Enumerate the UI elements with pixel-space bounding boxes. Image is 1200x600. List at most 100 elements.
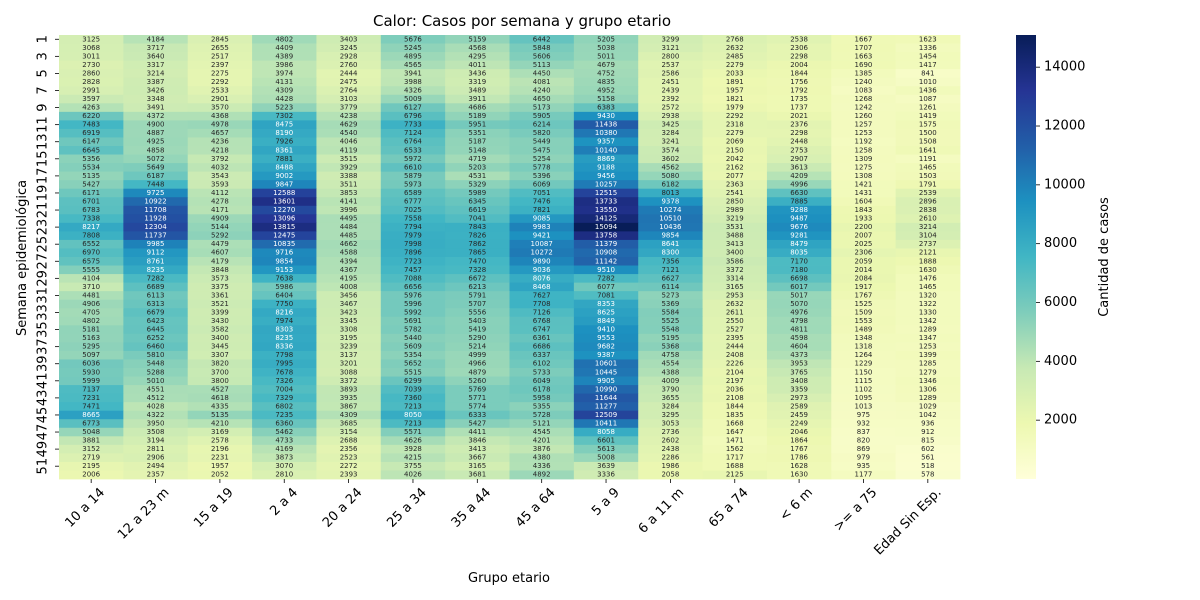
cell-value-label: 1087 xyxy=(919,95,937,103)
cell-value-label: 7821 xyxy=(533,206,551,214)
cell-value-label: 5010 xyxy=(147,377,165,385)
cell-value-label: 6575 xyxy=(82,257,100,265)
y-tick-label: 33 xyxy=(36,304,51,321)
heatmap-cell xyxy=(316,453,382,463)
y-tick-label: 29 xyxy=(36,270,51,287)
heatmap-cell xyxy=(316,239,382,249)
cell-value-label: 12475 xyxy=(273,232,295,240)
heatmap-cell xyxy=(380,385,446,395)
cell-value-label: 5017 xyxy=(790,291,808,299)
cell-value-label: 9854 xyxy=(275,257,293,265)
x-tick-label: < 6 m xyxy=(777,485,816,524)
heatmap-cell xyxy=(831,171,897,181)
cell-value-label: 5396 xyxy=(533,172,551,180)
cell-value-label: 4295 xyxy=(468,52,486,60)
heatmap-cell xyxy=(59,205,124,215)
heatmap-cell xyxy=(831,427,897,437)
cell-value-label: 1253 xyxy=(855,129,873,137)
cell-value-label: 7328 xyxy=(468,266,486,274)
heatmap-cell xyxy=(445,453,510,463)
cell-value-label: 1309 xyxy=(855,155,873,163)
heatmap-cell xyxy=(316,265,382,275)
cell-value-label: 1471 xyxy=(726,437,744,445)
cell-value-label: 4210 xyxy=(211,420,229,428)
heatmap-cell xyxy=(831,376,897,386)
cell-value-label: 837 xyxy=(857,428,870,436)
cell-value-label: 4887 xyxy=(147,129,165,137)
heatmap-cell xyxy=(380,461,446,471)
heatmap-cell xyxy=(766,86,832,96)
heatmap-cell xyxy=(445,205,510,215)
heatmap-cell xyxy=(831,248,897,258)
cell-value-label: 5009 xyxy=(404,95,422,103)
cell-value-label: 8035 xyxy=(790,249,808,257)
heatmap-cell xyxy=(316,231,382,241)
cell-value-label: 5354 xyxy=(404,351,422,359)
cell-value-label: 3408 xyxy=(790,377,808,385)
cell-value-label: 6610 xyxy=(404,163,422,171)
cell-value-label: 3314 xyxy=(726,274,744,282)
cell-value-label: 3423 xyxy=(340,309,358,317)
cell-value-label: 1737 xyxy=(790,104,808,112)
heatmap-cell xyxy=(316,60,382,70)
cell-value-label: 4999 xyxy=(468,351,486,359)
cell-value-label: 4906 xyxy=(82,300,100,308)
heatmap-cell xyxy=(831,299,897,309)
heatmap-cell xyxy=(573,35,639,44)
cell-value-label: 2444 xyxy=(340,69,358,77)
cell-value-label: 1465 xyxy=(919,163,937,171)
heatmap-cell xyxy=(573,436,639,446)
heatmap-cell xyxy=(766,410,832,420)
cell-value-label: 5097 xyxy=(82,351,100,359)
cell-value-label: 3152 xyxy=(82,445,100,453)
heatmap-cell xyxy=(123,453,189,463)
cell-value-label: 4895 xyxy=(404,52,422,60)
cell-value-label: 3104 xyxy=(919,232,937,240)
cell-value-label: 5419 xyxy=(468,326,486,334)
cell-value-label: 1917 xyxy=(855,283,873,291)
heatmap-cell xyxy=(252,60,317,70)
heatmap-cell xyxy=(59,325,124,335)
heatmap-cell xyxy=(895,77,961,87)
heatmap-cell xyxy=(509,342,575,352)
cell-value-label: 2800 xyxy=(661,52,679,60)
heatmap-cell xyxy=(895,274,961,284)
cell-value-label: 9036 xyxy=(533,266,551,274)
cell-value-label: 5159 xyxy=(468,35,486,43)
heatmap-cell xyxy=(380,376,446,386)
cell-value-label: 6423 xyxy=(147,317,165,325)
cell-value-label: 1229 xyxy=(855,360,873,368)
cell-value-label: 9725 xyxy=(147,189,165,197)
heatmap-cell xyxy=(380,393,446,403)
heatmap-cell xyxy=(59,69,124,79)
y-tick-label: 49 xyxy=(36,441,51,458)
cell-value-label: 4179 xyxy=(211,257,229,265)
cell-value-label: 3790 xyxy=(661,385,679,393)
cell-value-label: 2485 xyxy=(726,52,744,60)
heatmap-cell xyxy=(252,402,317,412)
cell-value-label: 3876 xyxy=(533,445,551,453)
heatmap-cell xyxy=(445,368,510,377)
cell-value-label: 6627 xyxy=(661,274,679,282)
heatmap-cell xyxy=(638,274,703,284)
cell-value-label: 4531 xyxy=(468,172,486,180)
heatmap-cell xyxy=(380,214,446,224)
cell-value-label: 3345 xyxy=(340,317,358,325)
heatmap-cell xyxy=(252,342,317,352)
heatmap-cell xyxy=(445,274,510,284)
cell-value-label: 3165 xyxy=(726,283,744,291)
cell-value-label: 3201 xyxy=(340,360,358,368)
heatmap-cell xyxy=(123,154,189,164)
heatmap-cell xyxy=(59,342,124,352)
cell-value-label: 10510 xyxy=(659,215,681,223)
cell-value-label: 2811 xyxy=(147,445,165,453)
heatmap-cell xyxy=(123,282,189,292)
heatmap-cell xyxy=(123,368,189,377)
heatmap-cell xyxy=(766,385,832,395)
heatmap-cell xyxy=(187,239,253,249)
heatmap-cell xyxy=(766,248,832,258)
heatmap-cell xyxy=(445,393,510,403)
heatmap-cell xyxy=(59,453,124,463)
cell-value-label: 5048 xyxy=(82,428,100,436)
heatmap-cell xyxy=(702,86,768,96)
